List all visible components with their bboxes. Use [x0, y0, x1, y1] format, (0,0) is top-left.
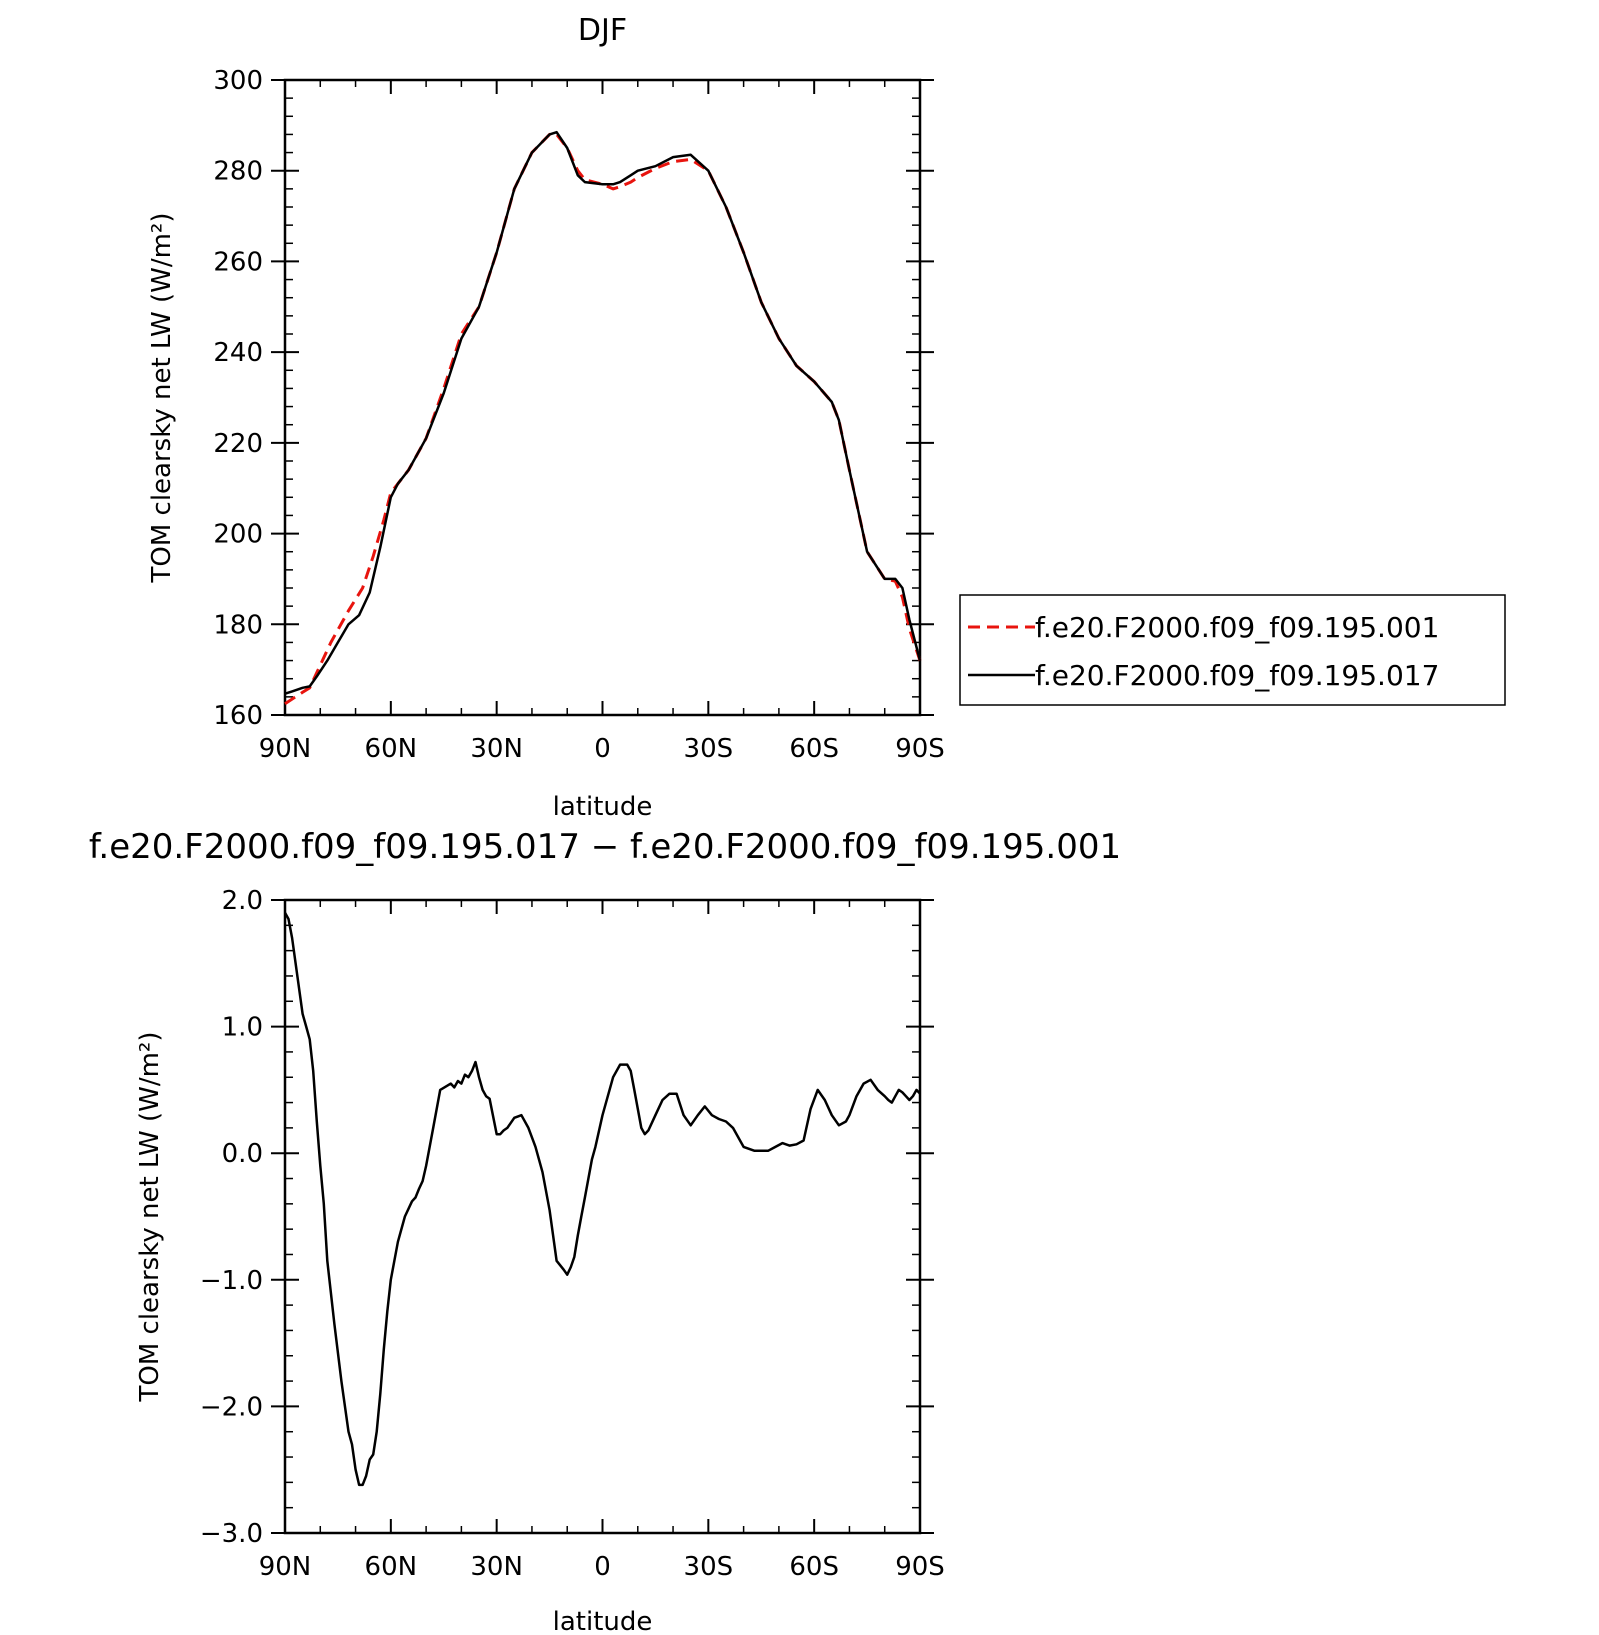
legend: f.e20.F2000.f09_f09.195.001 f.e20.F2000.f… — [959, 594, 1506, 706]
series-line-1 — [284, 132, 922, 705]
x-tick-label: 30S — [684, 1552, 734, 1582]
chart-title: DJF — [578, 13, 627, 48]
y-tick-label: 260 — [213, 247, 263, 277]
series-line-2 — [284, 130, 922, 695]
x-tick-label: 90N — [259, 1552, 312, 1582]
x-tick-label: 60S — [789, 1552, 839, 1582]
legend-box — [959, 594, 1506, 706]
x-tick-label: 30N — [470, 1552, 523, 1582]
x-tick-label: 30N — [470, 734, 523, 764]
x-tick-label: 0 — [594, 1552, 611, 1582]
series-line-1 — [283, 912, 921, 1487]
x-tick-label: 60S — [789, 734, 839, 764]
x-tick-label: 60N — [365, 734, 418, 764]
y-tick-label: −1.0 — [200, 1266, 263, 1296]
y-tick-label: −2.0 — [200, 1392, 263, 1422]
legend-entry-2: f.e20.F2000.f09_f09.195.017 — [1035, 659, 1439, 692]
y-tick-label: 240 — [213, 338, 263, 368]
y-tick-label: 220 — [213, 429, 263, 459]
legend-entry-1: f.e20.F2000.f09_f09.195.001 — [1035, 611, 1439, 644]
plot-frame — [283, 898, 922, 1535]
x-tick-label: 90S — [895, 1552, 945, 1582]
chart-panel-1: DJF 90N 60N 30N 0 30S 60S 90S 160 180 200 220 240 260… — [147, 13, 1506, 822]
x-tick-label: 0 — [594, 734, 611, 764]
x-tick-label: 60N — [365, 1552, 418, 1582]
x-tick-label: 90S — [895, 734, 945, 764]
y-tick-label: 180 — [213, 610, 263, 640]
y-tick-label: −3.0 — [200, 1519, 263, 1549]
y-tick-label: 200 — [213, 520, 263, 550]
plot-frame — [283, 78, 922, 717]
x-axis-label: latitude — [553, 1607, 653, 1635]
x-tick-label: 30S — [684, 734, 734, 764]
chart-title: f.e20.F2000.f09_f09.195.017 − f.e20.F200… — [89, 827, 1121, 867]
y-tick-label: 1.0 — [222, 1013, 263, 1043]
y-axis-label: TOM clearsky net LW (W/m²) — [135, 1031, 165, 1402]
y-tick-label: 300 — [213, 66, 263, 96]
chart-panel-2: f.e20.F2000.f09_f09.195.017 − f.e20.F200… — [89, 827, 1121, 1635]
y-tick-label: 2.0 — [222, 886, 263, 916]
y-tick-label: 280 — [213, 157, 263, 187]
y-tick-label: 160 — [213, 701, 263, 731]
y-tick-label: 0.0 — [222, 1139, 263, 1169]
x-axis-label: latitude — [553, 792, 653, 822]
y-axis-label: TOM clearsky net LW (W/m²) — [147, 212, 177, 583]
x-tick-label: 90N — [259, 734, 312, 764]
